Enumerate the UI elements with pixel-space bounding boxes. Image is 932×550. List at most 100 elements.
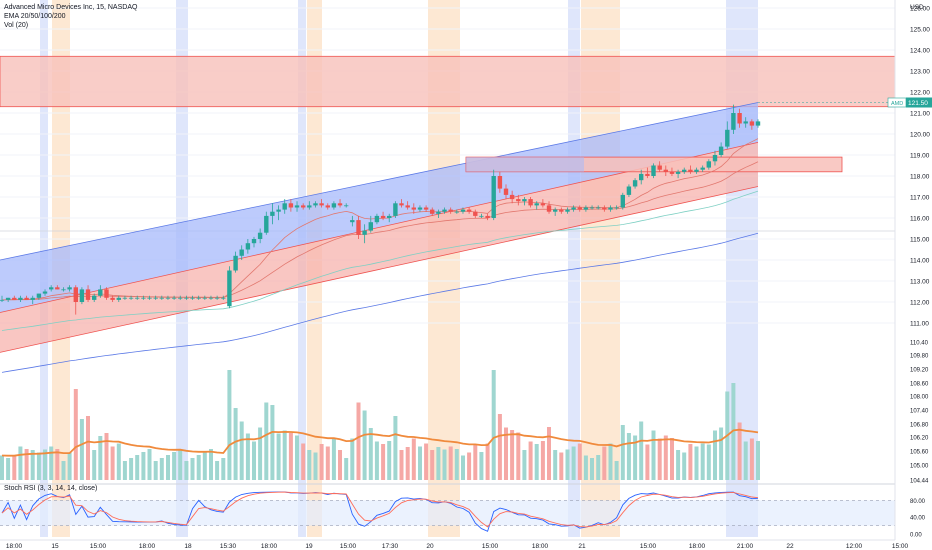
volume-tick-label: 105.00 [910,464,929,470]
candle-body [737,113,742,124]
ema-legend[interactable]: EMA 20/50/100/200 [4,13,66,20]
volume-tick-label: 105.60 [910,450,929,456]
candle-body [743,121,748,124]
volume-bar [633,435,638,480]
price-tick-label: 122.00 [910,90,930,97]
stoch-rsi-pane [0,483,895,532]
candle-body [645,173,650,176]
volume-bar [479,452,484,480]
volume-bar [258,427,263,480]
volume-bar [319,444,324,480]
time-tick-label: 18:00 [261,543,278,550]
time-tick-label: 15:00 [90,543,107,550]
volume-legend[interactable]: Vol (20) [4,22,29,29]
volume-bar [135,455,140,480]
volume-bar [424,443,429,480]
volume-bar [350,438,355,480]
time-tick-label: 15:30 [220,543,237,550]
resistance-zone[interactable] [0,55,896,108]
time-tick-label: 15:00 [482,543,499,550]
channel-lower-line [0,186,759,353]
volume-bar [559,452,564,480]
candle-body [540,203,546,206]
price-tick-label: 119.00 [910,153,930,160]
price-tick-label: 118.00 [910,174,930,181]
volume-bar [184,461,189,480]
candle-body [380,215,386,218]
candle-body [184,297,189,299]
volume-bar [362,410,367,480]
chart-title[interactable]: Advanced Micro Devices Inc, 15, NASDAQ [4,4,138,11]
volume-bar [43,449,47,480]
time-tick-label: 17:30 [382,543,399,550]
volume-bar [67,452,72,480]
volume-bar [79,419,84,480]
candle-body [171,297,177,299]
volume-bar [442,449,447,480]
candle-body [669,171,675,174]
volume-bar [24,449,29,480]
candle-body [165,297,171,299]
price-tick-label: 113.00 [910,279,930,286]
time-tick-label: 18:00 [532,543,549,550]
candle-body [42,291,48,294]
price-tick-label: 111.00 [910,321,929,328]
time-tick-label: 21:00 [737,543,754,550]
volume-bar [202,452,207,480]
time-axis[interactable]: 18:00 15 15:00 18:00 18 15:30 18:00 19 15:00 17:3… [0,539,909,550]
volume-bar [30,450,35,480]
volume-bar [756,441,760,480]
candle-body [589,207,595,209]
candle-body [663,169,668,172]
candle-body [749,121,755,126]
volume-bar [73,389,78,480]
channel-lower-half [0,142,758,353]
candle-body [319,203,324,206]
candle-body [208,297,214,299]
candle-body [614,207,619,209]
volume-bar [307,450,312,480]
candle-body [159,297,164,299]
volume-bar [596,455,601,480]
candle-body [583,207,589,210]
volume-bar [313,452,318,480]
candle-body [227,270,232,307]
volume-bar [122,461,127,480]
candle-body [24,297,29,300]
volume-bar [676,450,681,480]
candle-body [85,289,91,300]
price-tick-label: 120.00 [910,132,930,139]
candle-body [135,297,140,299]
stoch-rsi-legend[interactable]: Stoch RSI (3, 3, 14, 14, close) [4,485,98,492]
volume-tick-label: 108.00 [910,395,929,401]
candle-body [257,232,263,239]
candle-body [688,169,693,172]
candle-body [725,129,730,147]
volume-bar [405,447,410,480]
volume-bar [620,425,625,480]
volume-bar [583,455,588,480]
candle-body [178,297,183,299]
volume-bar [510,430,515,480]
candle-body [73,287,78,302]
candle-body [682,169,687,172]
candle-body [251,239,257,244]
volume-bar [166,455,170,480]
volume-tick-label: 109.80 [910,354,929,360]
volume-bar [454,449,459,480]
candle-body [387,215,392,218]
volume-bar [129,458,134,480]
regression-channel[interactable] [0,102,759,353]
volume-bar [657,438,662,480]
candle-body [522,199,527,202]
time-tick-label: 19 [305,543,313,550]
price-tick-label: 126.00 [910,6,930,13]
price-tag-value: 121.50 [908,100,928,107]
volume-bar [571,446,576,480]
volume-bar [719,427,724,480]
volume-bar [467,452,472,480]
volume-bar [700,443,705,480]
candle-body [411,207,416,210]
